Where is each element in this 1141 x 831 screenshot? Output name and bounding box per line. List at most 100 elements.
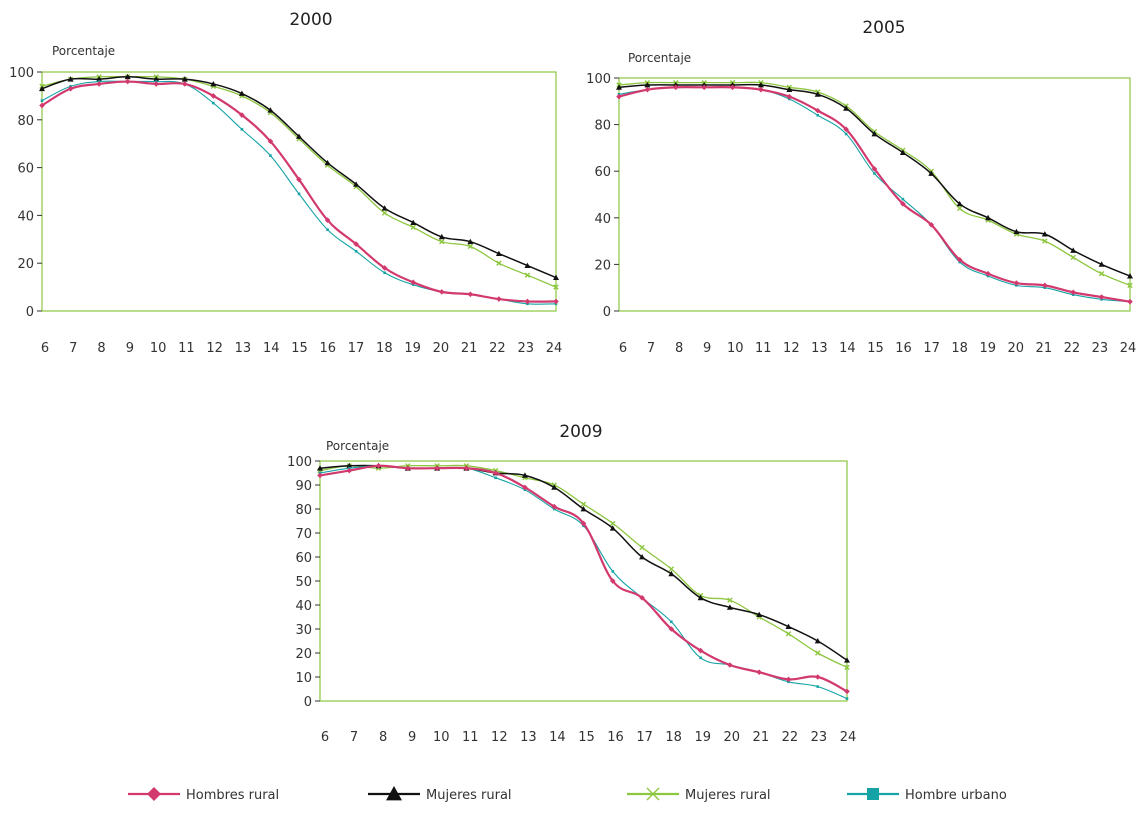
chart-2: 2009 Porcentaje 0 10 20 30 40 50 60 70 80 90 100 6 7 8 9… [287, 422, 856, 745]
x-tick-label: 21 [753, 730, 770, 745]
legend-marker [867, 788, 879, 800]
data-point [324, 217, 331, 223]
legend-marker [646, 787, 660, 801]
y-tick-label: 60 [594, 165, 611, 180]
data-point [346, 462, 353, 469]
data-point [644, 81, 651, 88]
data-point [353, 181, 360, 187]
data-point [785, 631, 792, 637]
data-point [644, 86, 651, 93]
legend-label: Hombre urbano [905, 788, 1007, 803]
data-point [410, 219, 417, 225]
data-point [843, 126, 849, 133]
legend-marker [147, 787, 161, 801]
x-tick-label: 7 [350, 730, 358, 745]
series-line [319, 465, 848, 700]
legend-label: Hombres rural [186, 788, 279, 803]
y-tick-label: 20 [295, 647, 312, 662]
plot-frame [618, 77, 1131, 312]
data-point [405, 465, 411, 471]
chart-0: 2000 Porcentaje 0 20 40 60 80 100 6 7 8 9 10 11 12 13 14… [9, 10, 562, 356]
y-tick-label: 80 [295, 503, 312, 518]
legend-item: Mujeres rural [368, 786, 512, 803]
x-tick-label: 17 [923, 341, 940, 356]
data-point [354, 249, 358, 253]
series-line [319, 464, 848, 661]
data-point [522, 484, 528, 491]
data-point [551, 484, 558, 490]
y-tick-label: 20 [594, 258, 611, 273]
x-tick-label: 16 [895, 341, 912, 356]
data-point [297, 192, 301, 196]
data-point [900, 201, 906, 207]
data-point [871, 130, 878, 137]
series-line [618, 81, 1131, 286]
data-point [239, 112, 245, 118]
data-point [845, 697, 849, 700]
data-point [375, 463, 382, 469]
data-point [699, 656, 702, 660]
x-tick-label: 12 [491, 730, 508, 745]
data-point [816, 685, 820, 688]
x-tick-label: 12 [783, 341, 800, 356]
y-tick-label: 100 [9, 66, 34, 81]
data-point [296, 133, 302, 139]
chart-title: 2000 [289, 10, 332, 30]
x-tick-label: 20 [724, 730, 741, 745]
data-point [317, 472, 323, 479]
data-point [267, 138, 274, 145]
series-line [319, 464, 848, 693]
data-point [381, 210, 388, 216]
chart-title: 2005 [862, 18, 905, 38]
x-tick-label: 7 [69, 341, 77, 356]
data-point [553, 274, 559, 280]
data-point [238, 90, 245, 96]
y-tick-label: 40 [295, 599, 312, 614]
x-tick-label: 19 [979, 341, 996, 356]
data-point [756, 669, 762, 675]
x-tick-label: 6 [619, 341, 627, 356]
data-point [124, 78, 131, 85]
data-point [524, 298, 531, 305]
y-tick-label: 30 [295, 623, 312, 638]
data-point [381, 265, 388, 271]
x-tick-label: 8 [97, 341, 105, 356]
y-tick-label: 70 [295, 527, 312, 542]
y-tick-label: 80 [17, 114, 34, 129]
data-point [1098, 294, 1105, 300]
x-tick-label: 10 [727, 341, 744, 356]
x-tick-label: 19 [694, 730, 711, 745]
y-tick-label: 0 [304, 695, 312, 710]
y-axis-label: Porcentaje [628, 51, 691, 65]
data-point [928, 221, 935, 228]
x-tick-label: 16 [607, 730, 624, 745]
data-point [639, 554, 646, 560]
y-tick-label: 40 [17, 209, 34, 224]
data-point [1041, 231, 1048, 237]
legend-label: Mujeres rural [426, 788, 512, 803]
data-point [181, 81, 188, 87]
data-point [410, 279, 417, 286]
data-point [873, 172, 876, 175]
data-point [269, 154, 272, 157]
plot-frame [41, 71, 557, 312]
x-tick-label: 8 [379, 730, 387, 745]
x-tick-label: 15 [867, 341, 884, 356]
data-point [96, 76, 103, 82]
data-point [697, 594, 704, 601]
data-point [153, 76, 160, 82]
x-tick-label: 24 [840, 730, 857, 745]
data-point [492, 470, 499, 476]
data-point [210, 80, 217, 87]
x-tick-label: 22 [782, 730, 799, 745]
data-point [467, 291, 474, 298]
plot-frame [319, 460, 848, 702]
x-tick-label: 11 [178, 341, 195, 356]
y-tick-label: 10 [295, 671, 312, 686]
data-point [814, 91, 821, 97]
x-tick-label: 23 [1092, 341, 1109, 356]
x-tick-label: 22 [489, 341, 506, 356]
data-point [899, 149, 906, 155]
x-tick-label: 21 [1036, 341, 1053, 356]
data-point [67, 76, 74, 82]
